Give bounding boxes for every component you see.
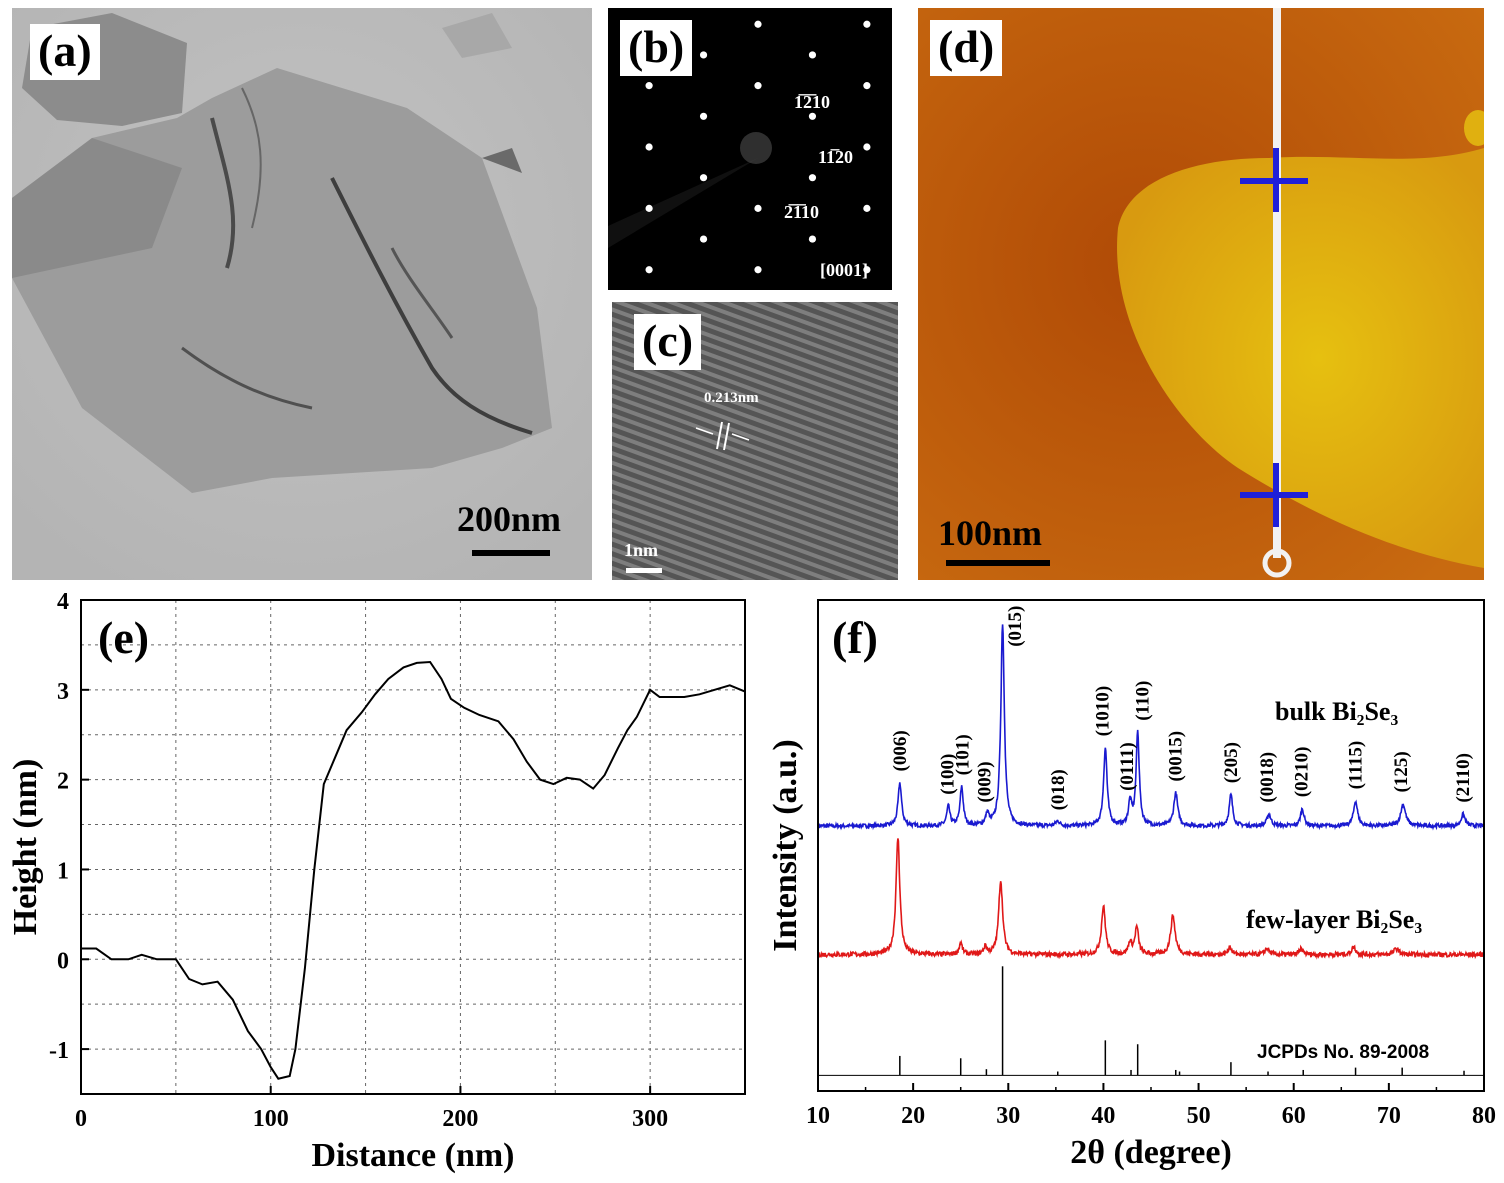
y-tick-label: 3 — [57, 679, 69, 705]
saed-spot — [645, 143, 653, 151]
saed-spot — [808, 112, 817, 120]
chart-f-xlabel: 2θ (degree) — [1070, 1134, 1232, 1171]
peak-label: (0018) — [1257, 752, 1278, 803]
saed-spot — [863, 204, 871, 212]
jcpds-sticks — [818, 966, 1484, 1076]
saed-index-2: 11̅20 — [818, 147, 854, 167]
scale-bar-label-a: 200nm — [457, 499, 562, 539]
x-tick-label: 300 — [632, 1106, 668, 1132]
height-profile-chart: 0 100 200 300 -1 0 1 2 3 4 Distance (nm) Height (… — [7, 589, 746, 1174]
saed-spot — [645, 266, 653, 274]
peak-label: (1010) — [1093, 686, 1114, 737]
saed-spot — [645, 204, 653, 212]
saed-spot — [863, 143, 871, 151]
scale-bar-label-d: 100nm — [938, 513, 1043, 553]
y-tick-label: 0 — [57, 948, 69, 974]
y-tick-label: 4 — [57, 589, 69, 615]
peak-label: (205) — [1221, 742, 1242, 783]
peak-label: (0015) — [1166, 731, 1187, 782]
saed-spot — [699, 51, 708, 59]
y-tick-label: -1 — [49, 1038, 69, 1064]
panel-a-tem-image: (a) 200nm — [12, 8, 592, 580]
xrd-few-layer-line — [817, 838, 1485, 960]
peak-labels: (006) (100)(101)(009) (015) (018) (1010)(011… — [890, 606, 1474, 811]
saed-spot — [699, 235, 708, 243]
x-tick-label: 80 — [1472, 1103, 1496, 1129]
xrd-pattern-chart: 10 20 30 40 50 60 70 80 (006) (100)(101)(009) (01… — [767, 599, 1496, 1171]
chart-e-frame — [80, 599, 746, 1095]
chart-e-ticks: 0 100 200 300 -1 0 1 2 3 4 — [49, 589, 668, 1132]
chart-f-frame — [817, 599, 1485, 1092]
x-tick-label: 10 — [806, 1103, 830, 1129]
panel-b-label: (b) — [620, 20, 693, 76]
saed-spot — [863, 266, 871, 274]
panel-d-label: (d) — [930, 20, 1003, 76]
peak-label: (0210) — [1291, 747, 1312, 798]
peak-label: (2110) — [1453, 753, 1474, 803]
peak-label: (125) — [1391, 751, 1412, 792]
peak-label: (110) — [1132, 681, 1153, 721]
scale-bar-a — [472, 550, 550, 556]
saed-spot — [863, 82, 871, 90]
peak-label: (100) — [937, 754, 958, 795]
x-tick-label: 0 — [75, 1106, 87, 1132]
x-tick-label: 70 — [1377, 1103, 1401, 1129]
x-tick-label: 20 — [901, 1103, 925, 1129]
zone-axis-label: [0001] — [820, 260, 868, 280]
chart-e-xlabel: Distance (nm) — [311, 1137, 514, 1174]
height-profile-line — [81, 660, 746, 1080]
peak-label: (009) — [975, 761, 996, 802]
tem-flake-drawing — [12, 8, 592, 580]
saed-spot — [863, 20, 871, 28]
saed-spot — [808, 235, 817, 243]
saed-spot — [808, 174, 817, 182]
saed-spot — [754, 266, 762, 274]
x-tick-label: 30 — [996, 1103, 1020, 1129]
chart-f-ylabel: Intensity (a.u.) — [767, 739, 804, 952]
saed-index-1: 1̅2̅10 — [794, 92, 830, 112]
jcpds-label: JCPDs No. 89-2008 — [1257, 1042, 1429, 1063]
saed-spot — [699, 112, 708, 120]
x-tick-label: 40 — [1091, 1103, 1115, 1129]
saed-spot — [754, 204, 762, 212]
peak-label: (1115) — [1346, 741, 1367, 790]
chart-f-ticks: 10 20 30 40 50 60 70 80 — [806, 1083, 1496, 1129]
peak-label: (0111) — [1117, 742, 1138, 791]
peak-label: (006) — [890, 730, 911, 771]
saed-spot — [645, 82, 653, 90]
x-tick-label: 100 — [253, 1106, 289, 1132]
x-tick-label: 50 — [1187, 1103, 1211, 1129]
panel-c-label: (c) — [634, 314, 702, 370]
saed-spot-pattern — [608, 20, 871, 274]
saed-spot — [808, 51, 817, 59]
chart-e-ylabel: Height (nm) — [7, 759, 44, 936]
y-tick-label: 1 — [57, 858, 69, 884]
saed-spot — [754, 20, 762, 28]
few-layer-series-label: few-layer Bi₂Se₃ — [1246, 905, 1422, 934]
d-spacing-label: 0.213nm — [704, 390, 759, 406]
chart-e-grid — [81, 600, 745, 1094]
peak-label: (018) — [1048, 769, 1069, 810]
panel-d-afm: (d) 100nm — [918, 8, 1484, 580]
saed-spot — [699, 174, 708, 182]
panel-b-saed: (b) 1̅2̅10 11̅20 2̅1̅10 [0001] — [608, 8, 892, 290]
xrd-bulk-line — [817, 624, 1485, 831]
x-tick-label: 200 — [442, 1106, 478, 1132]
y-tick-label: 2 — [57, 769, 69, 795]
panel-c-hrtem: (c) 0.213nm 1nm — [612, 302, 898, 580]
panel-e-label: (e) — [98, 612, 149, 663]
scale-bar-label-c: 1nm — [624, 540, 659, 560]
peak-label: (015) — [1005, 606, 1026, 647]
saed-spot — [754, 82, 762, 90]
saed-index-3: 2̅1̅10 — [784, 202, 820, 222]
afm-height-map — [918, 8, 1484, 580]
panel-f-label: (f) — [832, 612, 878, 663]
panel-a-label: (a) — [30, 24, 100, 80]
x-tick-label: 60 — [1282, 1103, 1306, 1129]
peak-label: (101) — [953, 734, 974, 775]
bulk-series-label: bulk Bi₂Se₃ — [1275, 697, 1398, 726]
